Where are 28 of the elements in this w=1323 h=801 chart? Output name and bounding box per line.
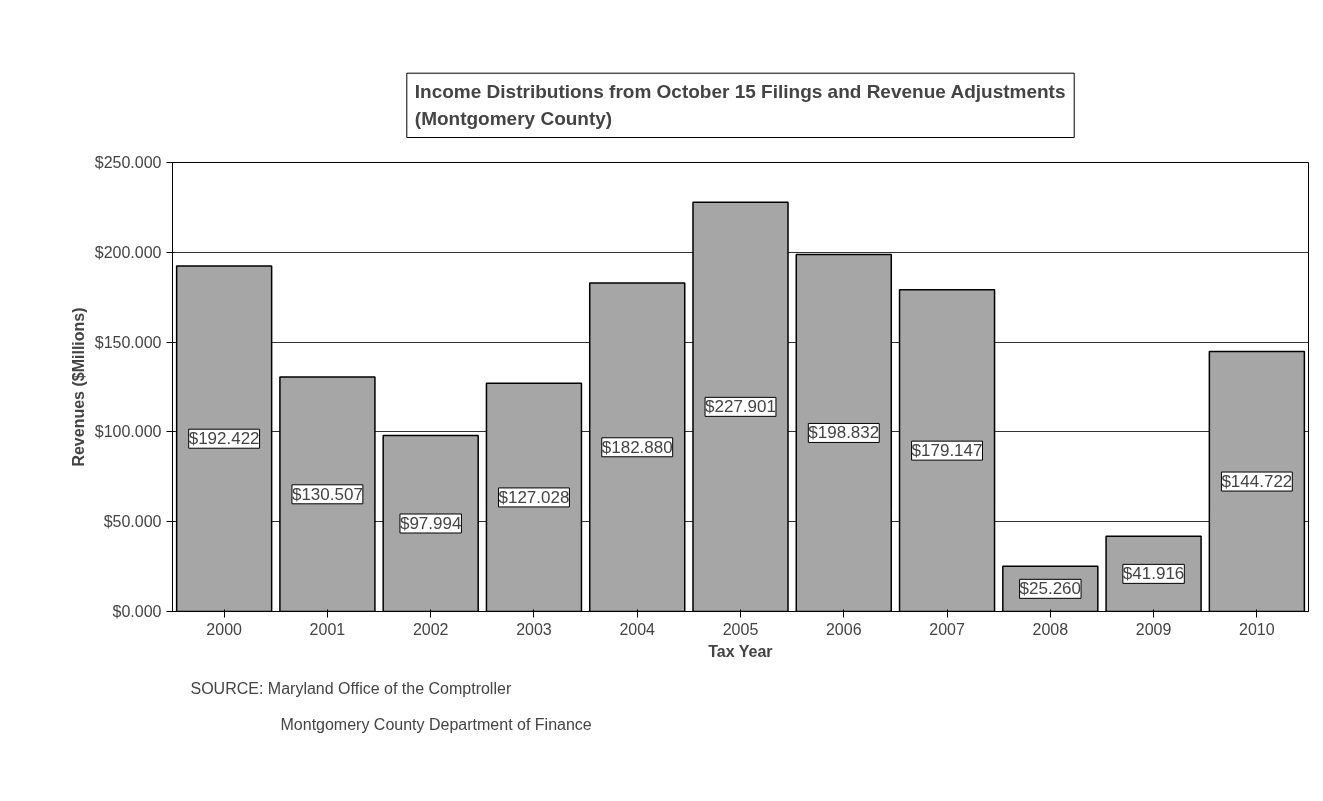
- x-tick-label: 2008: [1032, 620, 1069, 638]
- text: Montgomery County Department of Finance: [280, 715, 592, 733]
- x-tick-label: 2003: [516, 620, 552, 638]
- data-label: $41.916: [1122, 564, 1185, 584]
- y-tick-label: $0.000: [112, 603, 162, 620]
- x-axis-title: Tax Year: [708, 642, 773, 660]
- data-label: $179.147: [911, 441, 983, 461]
- y-tick-label: $150.000: [94, 333, 162, 351]
- y-tick-label: $200.000: [94, 243, 162, 261]
- data-label: $192.422: [188, 429, 260, 449]
- chart-title: Income Distributions from October 15 Filings and Revenue Adjustments (Montgomery County): [414, 81, 1066, 130]
- x-tick-label: 2006: [825, 620, 862, 638]
- x-tick-label: 2009: [1135, 620, 1172, 638]
- x-tick-label: 2010: [1239, 620, 1275, 638]
- y-tick-label: $50.000: [103, 513, 162, 531]
- data-label: $127.028: [498, 487, 570, 507]
- source-note: SOURCE: Maryland Office of the Comptroller: [190, 679, 512, 697]
- data-label: $144.722: [1221, 472, 1293, 492]
- x-tick-label: 2001: [309, 620, 346, 638]
- x-tick-label: 2002: [412, 620, 449, 638]
- x-tick-label: 2007: [929, 620, 965, 638]
- x-tick-label: 2005: [722, 620, 759, 638]
- y-axis-title: Revenues ($Millions): [69, 307, 87, 467]
- data-label: $182.880: [601, 437, 673, 457]
- x-tick-label: 2000: [206, 620, 243, 638]
- y-tick-label: $100.000: [94, 423, 162, 441]
- x-tick-label: 2004: [619, 620, 656, 638]
- y-tick-label: $250.000: [94, 154, 162, 171]
